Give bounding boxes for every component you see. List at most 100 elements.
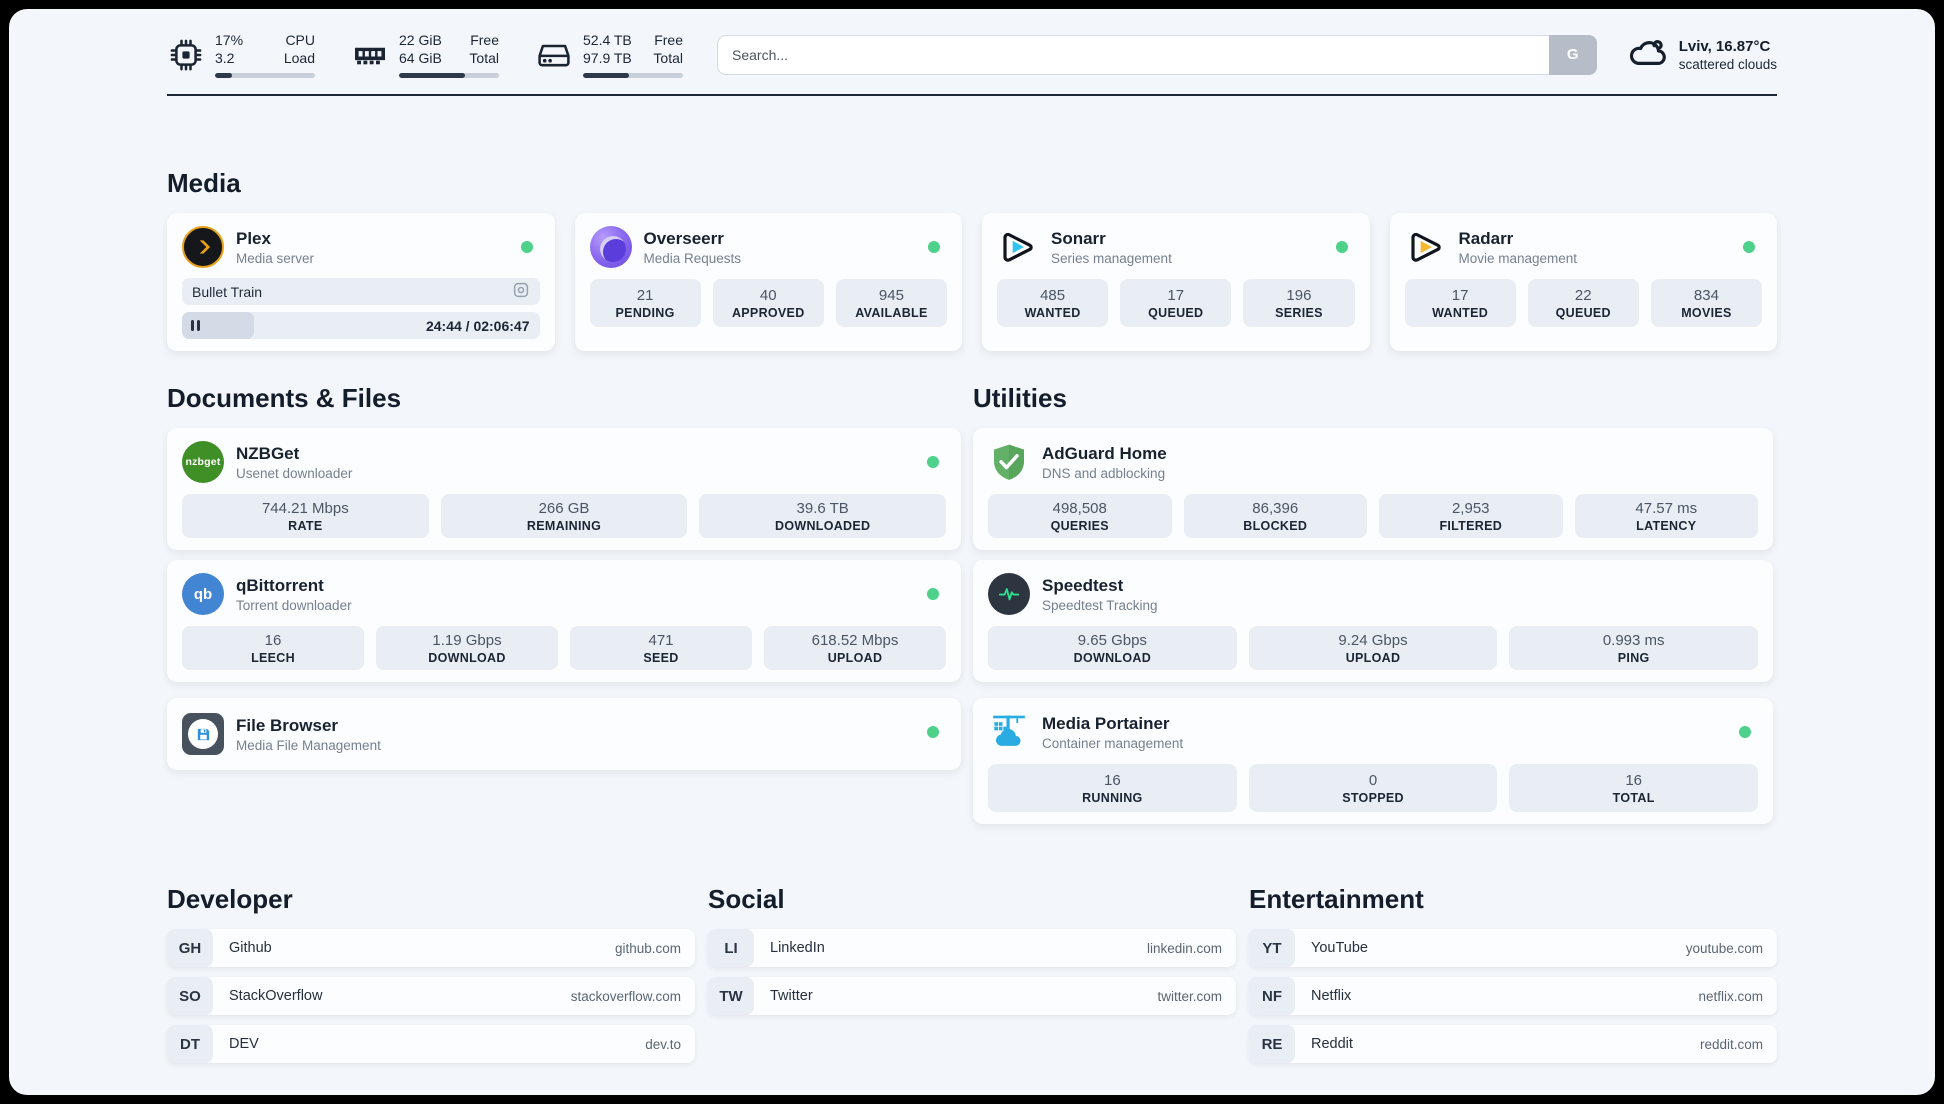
bookmark-netflix[interactable]: NF Netflix netflix.com: [1249, 977, 1777, 1016]
youtube-badge: YT: [1249, 929, 1295, 968]
bookmark-github[interactable]: GH Github github.com: [167, 929, 695, 968]
stat-value: 86,396: [1252, 499, 1299, 517]
app-subtitle: Movie management: [1458, 250, 1578, 266]
app-subtitle: Media server: [236, 250, 315, 266]
app-name: NZBGet: [236, 443, 300, 463]
bookmark-name: Twitter: [770, 988, 813, 1005]
stat-label: MOVIES: [1681, 305, 1732, 320]
stat-box: 1.19 Gbps DOWNLOAD: [376, 626, 558, 671]
stat-label: FILTERED: [1439, 518, 1503, 533]
bookmark-domain: twitter.com: [1157, 988, 1222, 1004]
bookmark-twitter[interactable]: TW Twitter twitter.com: [708, 977, 1236, 1016]
app-subtitle: Series management: [1051, 250, 1172, 266]
dev-badge: DT: [167, 1025, 213, 1064]
stat-label: RUNNING: [1082, 790, 1143, 805]
app-subtitle: Speedtest Tracking: [1042, 597, 1158, 613]
app-card-nzbget[interactable]: nzbget NZBGet Usenet downloader 744.21 M…: [167, 428, 961, 551]
bookmark-name: LinkedIn: [770, 940, 825, 957]
stat-label: BLOCKED: [1243, 518, 1308, 533]
bookmark-name: Github: [229, 940, 272, 957]
overseerr-icon: [589, 226, 632, 269]
pause-icon[interactable]: [191, 320, 200, 332]
utilities-column: Utilities AdGuard Home: [973, 351, 1773, 825]
netflix-badge: NF: [1249, 977, 1295, 1016]
qbittorrent-icon: qb: [182, 573, 224, 616]
app-name: Plex: [236, 228, 271, 248]
stat-value: 47.57 ms: [1635, 499, 1698, 517]
disk-icon: [535, 36, 573, 74]
stat-label: UPLOAD: [827, 650, 883, 665]
bookmark-youtube[interactable]: YT YouTube youtube.com: [1249, 929, 1777, 968]
bookmark-linkedin[interactable]: LI LinkedIn linkedin.com: [708, 929, 1236, 968]
stat-label: DOWNLOAD: [428, 650, 506, 665]
app-card-qbittorrent[interactable]: qb qBittorrent Torrent downloader 16 LEE…: [167, 560, 961, 683]
stat-box: 17 WANTED: [1404, 279, 1516, 328]
app-name: Radarr: [1458, 228, 1514, 248]
bookmark-name: Netflix: [1311, 988, 1352, 1005]
search-engine-button[interactable]: G: [1548, 34, 1597, 75]
stat-label: LATENCY: [1636, 518, 1697, 533]
stat-box: 9.65 Gbps DOWNLOAD: [988, 626, 1237, 671]
app-card-sonarr[interactable]: Sonarr Series management 485 WANTED 17 Q…: [982, 213, 1370, 352]
app-subtitle: DNS and adblocking: [1042, 465, 1166, 481]
stat-value: 22: [1574, 286, 1592, 304]
app-name: Sonarr: [1051, 228, 1106, 248]
bookmark-dev[interactable]: DT DEV dev.to: [167, 1025, 695, 1064]
bookmark-domain: dev.to: [645, 1036, 681, 1052]
linkedin-badge: LI: [708, 929, 754, 968]
bookmark-domain: netflix.com: [1698, 988, 1763, 1004]
stat-label: WANTED: [1432, 305, 1489, 320]
app-card-filebrowser[interactable]: File Browser Media File Management: [167, 698, 961, 771]
search-input[interactable]: [717, 34, 1597, 75]
bookmark-stackoverflow[interactable]: SO StackOverflow stackoverflow.com: [167, 977, 695, 1016]
app-card-speedtest[interactable]: Speedtest Speedtest Tracking 9.65 Gbps D…: [973, 560, 1773, 683]
documents-column: Documents & Files nzbget NZBGet Usenet d…: [167, 351, 961, 771]
app-card-adguard[interactable]: AdGuard Home DNS and adblocking 498,508 …: [973, 428, 1773, 551]
stat-value: 485: [1040, 286, 1066, 304]
cpu-load-value: 3.2: [215, 50, 235, 67]
app-card-overseerr[interactable]: Overseerr Media Requests 21 PENDING 40 A…: [574, 213, 962, 352]
section-title-documents: Documents & Files: [167, 383, 402, 414]
status-dot: [927, 726, 939, 739]
section-title-developer: Developer: [167, 884, 293, 915]
stat-label: STOPPED: [1342, 790, 1404, 805]
bookmark-domain: github.com: [614, 940, 681, 956]
weather-condition: scattered clouds: [1678, 56, 1777, 72]
adguard-icon: [988, 441, 1030, 483]
stat-box: 16 TOTAL: [1509, 764, 1759, 813]
cpu-icon: [167, 36, 205, 74]
stackoverflow-badge: SO: [167, 977, 213, 1016]
disk-total-value: 97.9 TB: [583, 50, 632, 67]
app-card-portainer[interactable]: Media Portainer Container management 16 …: [973, 698, 1773, 825]
app-name: qBittorrent: [236, 575, 324, 595]
app-card-radarr[interactable]: Radarr Movie management 17 WANTED 22 QUE…: [1389, 213, 1777, 352]
playback-progress-bar[interactable]: 24:44 / 02:06:47: [182, 312, 540, 340]
radarr-icon: [1405, 226, 1447, 268]
stat-box: 47.57 ms LATENCY: [1574, 494, 1758, 539]
stat-label: SERIES: [1275, 305, 1323, 320]
bookmark-domain: youtube.com: [1685, 940, 1763, 956]
stat-box: 196 SERIES: [1243, 279, 1355, 328]
stat-box: 22 QUEUED: [1527, 279, 1639, 328]
ram-progress-bar: [399, 73, 499, 79]
bookmark-group-entertainment: Entertainment YT YouTube youtube.com NF …: [1249, 884, 1777, 1073]
stat-value: 39.6 TB: [796, 499, 849, 517]
stat-value: 834: [1693, 286, 1719, 304]
filebrowser-icon: [182, 713, 224, 756]
disk-free-value: 52.4 TB: [583, 32, 632, 48]
ram-free-label: Free: [470, 32, 499, 48]
now-playing-row: Bullet Train: [182, 278, 540, 306]
stat-label: REMAINING: [526, 518, 602, 533]
bookmark-reddit[interactable]: RE Reddit reddit.com: [1249, 1025, 1777, 1064]
search-bar: G: [717, 34, 1597, 75]
plex-icon: [182, 226, 224, 269]
stat-value: 17: [1451, 286, 1469, 304]
stat-value: 9.24 Gbps: [1338, 631, 1408, 649]
stat-label: QUERIES: [1050, 518, 1109, 533]
app-subtitle: Torrent downloader: [236, 597, 352, 613]
app-card-plex[interactable]: Plex Media server Bullet Train: [167, 213, 555, 352]
stat-value: 266 GB: [538, 499, 590, 517]
app-subtitle: Media Requests: [643, 250, 742, 266]
top-bar: 17% 3.2 CPU Load: [167, 9, 1777, 79]
app-name: File Browser: [236, 715, 339, 735]
